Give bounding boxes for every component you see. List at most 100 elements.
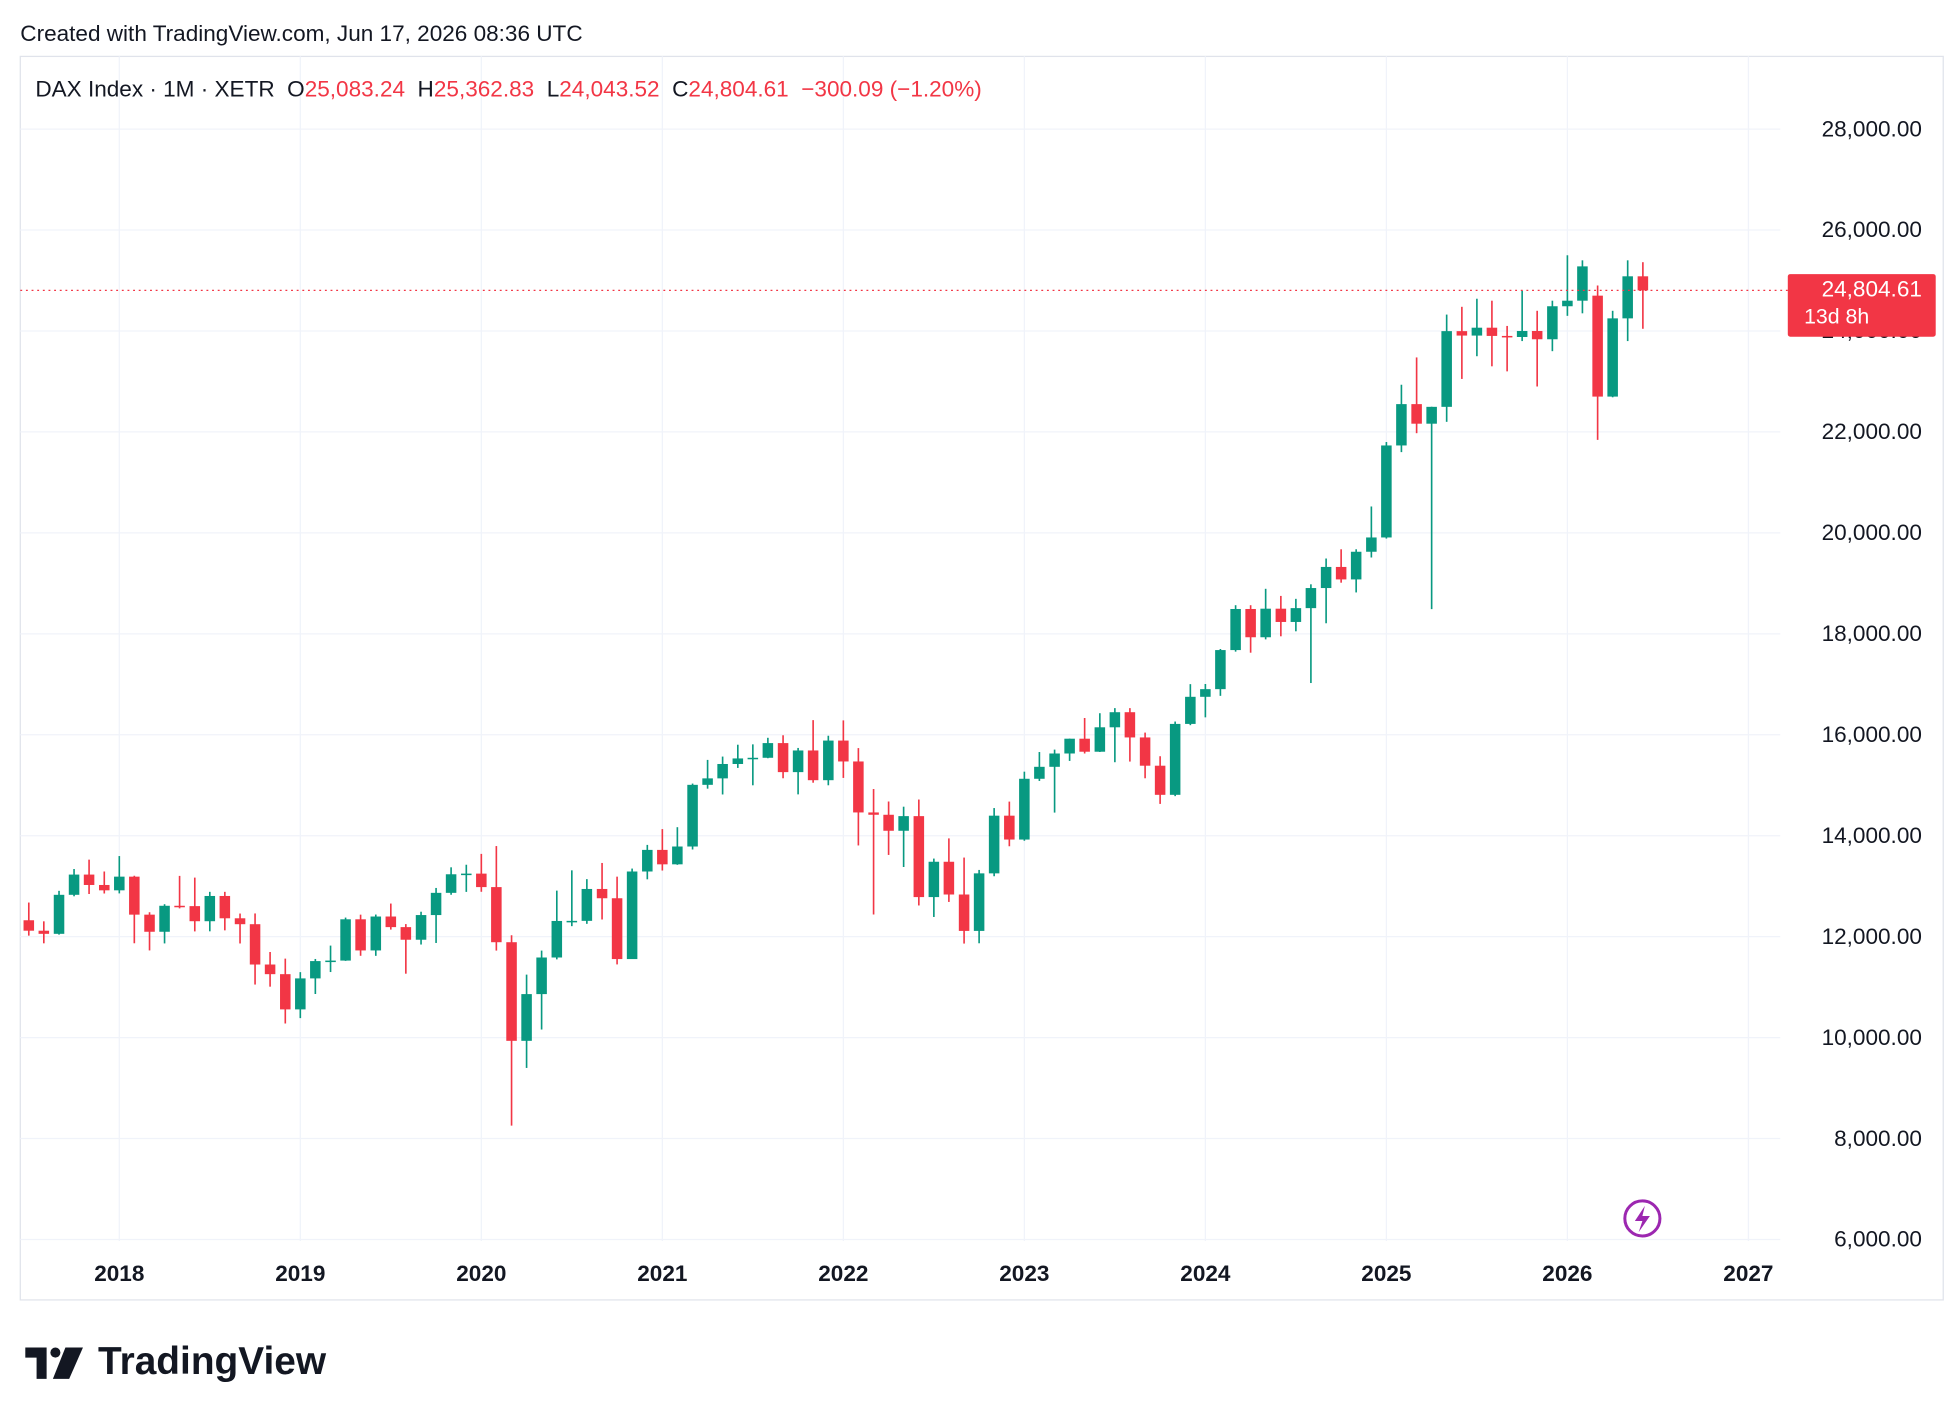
candle-body xyxy=(1185,696,1196,724)
icon-ring xyxy=(1623,1199,1662,1238)
legend-value: 24,043.52 xyxy=(559,76,659,101)
y-tick-label: 22,000.00 xyxy=(1822,419,1922,444)
candle-body xyxy=(1350,551,1362,580)
candle-body xyxy=(1562,300,1573,307)
candle-body xyxy=(1547,306,1558,340)
legend-value: 25,362.83 xyxy=(434,76,534,101)
candle-body xyxy=(792,750,804,773)
candle-body xyxy=(642,849,653,872)
candle-body xyxy=(626,871,638,960)
candle-body xyxy=(1200,689,1211,697)
candle-body xyxy=(1094,727,1106,752)
y-tick-label: 14,000.00 xyxy=(1822,823,1922,848)
candle-body xyxy=(1592,295,1603,397)
candle-body xyxy=(943,861,955,895)
candle-body xyxy=(1486,327,1498,336)
brand-name: TradingView xyxy=(98,1340,327,1383)
legend: DAX Index · 1M · XETR O25,083.24 H25,362.8… xyxy=(35,76,981,101)
logo-part xyxy=(25,1347,47,1379)
candle-body xyxy=(898,816,909,831)
legend-key: H xyxy=(418,76,434,101)
candle-body xyxy=(1366,537,1377,552)
x-tick-label: 2026 xyxy=(1542,1261,1592,1286)
candle-body xyxy=(1064,738,1075,754)
candle-body xyxy=(657,849,668,865)
candle-body xyxy=(762,743,774,758)
candle-body xyxy=(144,914,155,932)
candle-body xyxy=(596,888,608,899)
candle-body xyxy=(1139,737,1151,766)
x-tick-label: 2018 xyxy=(94,1261,144,1286)
candle-body xyxy=(1577,266,1588,301)
chart-frame xyxy=(19,55,1944,1301)
candle-body xyxy=(521,994,532,1041)
legend-value: 24,804.61 xyxy=(688,76,788,101)
candle-body xyxy=(1607,318,1618,397)
candle-body xyxy=(1516,330,1528,337)
candle-body xyxy=(114,876,125,891)
candle-body xyxy=(400,927,412,940)
header: Created with TradingView.com, Jun 17, 20… xyxy=(20,21,582,46)
candle-body xyxy=(340,919,351,961)
candle-body xyxy=(491,887,502,943)
candle-body xyxy=(1456,331,1468,336)
last-price-badge xyxy=(1787,274,1936,337)
candle-body xyxy=(581,888,593,921)
candle-body xyxy=(430,892,442,916)
candle-body xyxy=(204,895,216,922)
candle-body xyxy=(566,920,578,923)
candle-body xyxy=(1335,566,1347,580)
candle-body xyxy=(928,861,940,898)
y-tick-label: 6,000.00 xyxy=(1834,1227,1922,1252)
candle-body xyxy=(1637,276,1649,291)
y-tick-label: 18,000.00 xyxy=(1822,621,1922,646)
candle-body xyxy=(219,895,231,919)
candle-body xyxy=(1501,335,1513,338)
candle-body xyxy=(807,750,819,781)
candle-body xyxy=(129,876,140,915)
candle-body xyxy=(823,740,834,781)
candle-body xyxy=(1275,608,1287,622)
candle-body xyxy=(1260,608,1271,638)
legend-key: C xyxy=(672,76,688,101)
candle-body xyxy=(355,919,366,951)
y-tick-label: 20,000.00 xyxy=(1822,520,1922,545)
candle-body xyxy=(1215,650,1226,690)
candle-body xyxy=(174,905,185,908)
candle-body xyxy=(747,757,759,760)
legend-change: −300.09 (−1.20%) xyxy=(801,76,982,101)
y-tick-label: 8,000.00 xyxy=(1834,1126,1922,1151)
candle-body xyxy=(1124,712,1136,738)
candle-body xyxy=(415,915,427,940)
candle-body xyxy=(702,778,713,785)
candle-body xyxy=(868,812,879,815)
countdown: 13d 8h xyxy=(1804,305,1869,329)
candle-body xyxy=(1004,815,1015,840)
candle-body xyxy=(1471,327,1483,336)
candle-body xyxy=(23,920,35,931)
candle-body xyxy=(1441,331,1452,407)
logo-part xyxy=(50,1347,61,1358)
candle-body xyxy=(370,916,382,951)
x-tick-label: 2023 xyxy=(999,1261,1049,1286)
candle-body xyxy=(234,918,246,925)
candle-body xyxy=(325,960,336,963)
candle-body xyxy=(1426,406,1437,424)
candle-body xyxy=(1411,404,1422,424)
candle-body xyxy=(1049,753,1060,767)
candle-body xyxy=(883,814,894,831)
candle-body xyxy=(159,905,170,932)
candle-body xyxy=(1079,738,1090,752)
y-tick-label: 12,000.00 xyxy=(1822,924,1922,949)
legend-key: L xyxy=(547,76,560,101)
candle-body xyxy=(1034,766,1045,779)
last-price-label: 24,804.61 xyxy=(1822,276,1922,301)
candle-body xyxy=(1320,566,1332,589)
candle-body xyxy=(445,874,457,893)
candle-body xyxy=(310,961,321,979)
candle-body xyxy=(732,758,744,764)
candle-body xyxy=(1230,608,1241,651)
x-tick-label: 2021 xyxy=(637,1261,687,1286)
